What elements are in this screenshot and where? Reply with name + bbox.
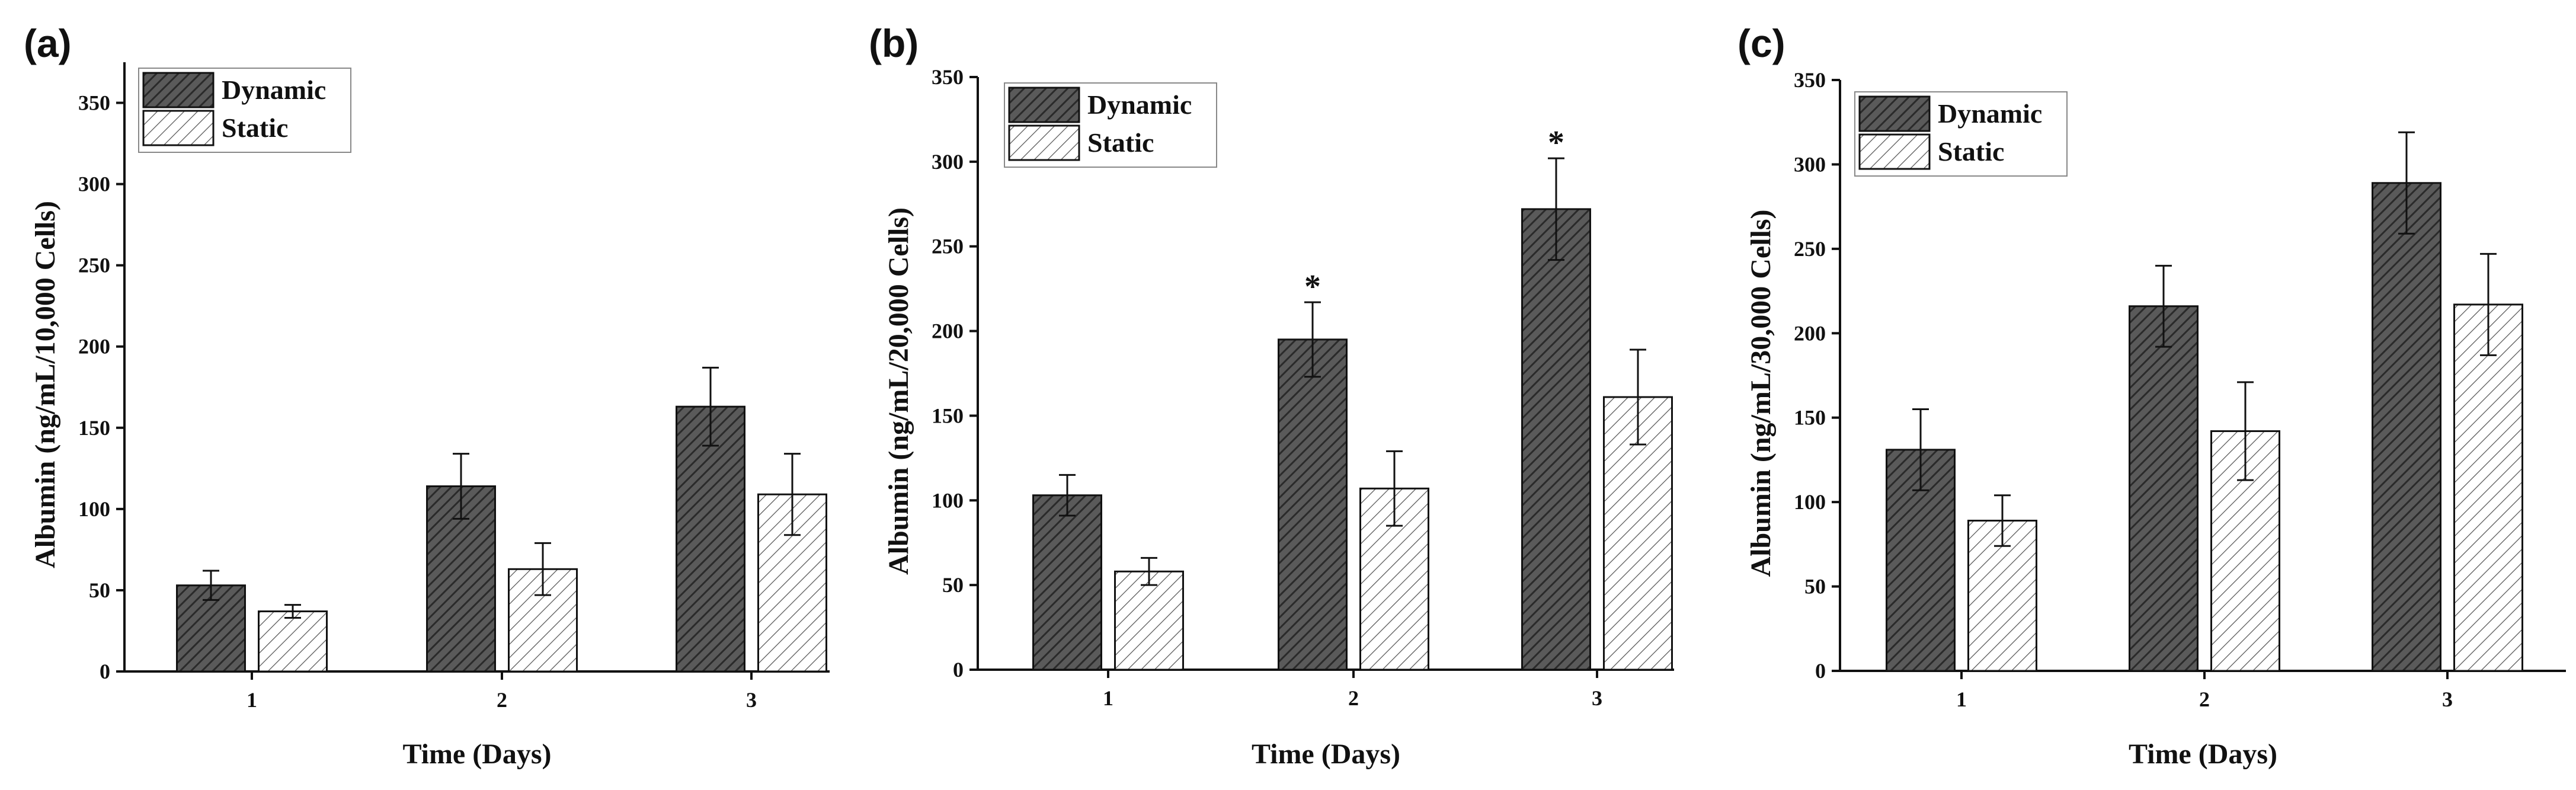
x-tick-label: 3 (2442, 687, 2453, 711)
error-bar-dynamic (2155, 264, 2172, 348)
y-tick-label: 100 (932, 488, 964, 512)
error-bar-dynamic (203, 570, 219, 601)
error-bar-static (284, 604, 301, 619)
x-tick-label: 1 (1103, 686, 1113, 710)
bar-static (2453, 303, 2523, 672)
error-bar-dynamic (1304, 301, 1321, 378)
bar-static (258, 610, 328, 673)
error-bar-dynamic (2398, 131, 2415, 235)
y-tick-label: 250 (78, 254, 110, 277)
error-bar-static (1630, 348, 1646, 446)
y-tick-label: 300 (1794, 152, 1826, 176)
legend: Dynamic Static (138, 68, 351, 153)
y-tick-label: 50 (942, 573, 964, 597)
legend-label-static: Static (1938, 136, 2004, 167)
legend-label-dynamic: Dynamic (1938, 98, 2042, 129)
y-tick-label: 250 (1794, 237, 1826, 261)
x-tick-label: 2 (2199, 687, 2210, 711)
legend-swatch-dynamic (1008, 87, 1080, 123)
legend: Dynamic Static (1004, 82, 1217, 168)
y-tick-label: 150 (78, 416, 110, 440)
legend-swatch-static (1858, 133, 1931, 170)
x-tick-label: 2 (1348, 686, 1359, 710)
bar-dynamic (2372, 182, 2441, 672)
legend: Dynamic Static (1854, 91, 2068, 177)
y-axis-title: Albumin (ng/mL/30,000 Cells) (1745, 209, 1777, 577)
bar-dynamic (2129, 305, 2199, 672)
legend-label-static: Static (1087, 127, 1154, 158)
y-tick-label: 150 (932, 404, 964, 427)
error-bar-static (1141, 556, 1157, 586)
chart-panel-1: (a) 0 50 100 150 200 250 300 350 1 2 3 Time (Days) Al… (24, 21, 830, 770)
error-bar-static (2480, 252, 2497, 356)
error-bar-static (1994, 494, 2011, 547)
legend-swatch-dynamic (142, 72, 215, 108)
panel-label: (b) (869, 21, 919, 65)
bar-dynamic (176, 584, 246, 673)
y-tick-label: 200 (78, 335, 110, 359)
bar-dynamic (1278, 338, 1348, 671)
error-bar-static (784, 453, 801, 536)
error-bar-dynamic (453, 453, 469, 520)
panel-label: (a) (24, 21, 72, 65)
y-tick-label: 0 (100, 660, 110, 683)
x-tick-label: 3 (1592, 686, 1602, 710)
y-tick-label: 200 (932, 319, 964, 343)
y-tick-label: 250 (932, 235, 964, 258)
chart-panel-3: (c) 0 50 100 150 200 250 300 350 1 2 3 Time (Days) Al… (1737, 21, 2566, 770)
bar-dynamic (1521, 208, 1591, 671)
bar-static (1114, 570, 1184, 671)
y-tick-label: 50 (89, 578, 110, 602)
legend-swatch-static (1008, 124, 1080, 161)
panel-label: (c) (1737, 21, 1785, 65)
x-axis-title: Time (Days) (402, 738, 551, 770)
y-tick-label: 100 (1794, 490, 1826, 514)
y-tick-label: 150 (1794, 406, 1826, 430)
error-bar-static (535, 542, 551, 596)
y-tick-label: 0 (953, 658, 964, 682)
y-tick-label: 50 (1804, 575, 1826, 599)
y-tick-label: 350 (932, 65, 964, 89)
error-bar-dynamic (1912, 408, 1929, 491)
bar-dynamic (1032, 494, 1102, 671)
y-tick-label: 350 (1794, 68, 1826, 92)
legend-swatch-static (142, 110, 215, 146)
bar-dynamic (676, 405, 745, 673)
x-tick-label: 1 (1956, 687, 1967, 711)
x-tick-label: 2 (497, 688, 507, 712)
legend-label-static: Static (222, 113, 288, 143)
y-axis-title: Albumin (ng/mL/10,000 Cells) (30, 201, 61, 568)
y-tick-label: 0 (1815, 659, 1826, 683)
error-bar-dynamic (1548, 157, 1564, 261)
x-tick-label: 3 (746, 688, 757, 712)
y-tick-label: 350 (78, 91, 110, 115)
y-tick-label: 300 (932, 150, 964, 174)
significance-marker: * (1304, 268, 1321, 305)
y-tick-label: 200 (1794, 321, 1826, 345)
legend-label-dynamic: Dynamic (1087, 89, 1192, 120)
legend-swatch-dynamic (1858, 95, 1931, 132)
error-bar-dynamic (1059, 474, 1076, 517)
chart-panel-2: (b) 0 50 100 150 200 250 300 350 1 2 3 Time (Days) Al… (869, 21, 1674, 770)
y-tick-label: 300 (78, 172, 110, 196)
legend-label-dynamic: Dynamic (222, 75, 326, 105)
x-axis-title: Time (Days) (2129, 738, 2277, 770)
x-tick-label: 1 (247, 688, 257, 712)
error-bar-static (2237, 381, 2254, 481)
y-tick-label: 100 (78, 497, 110, 521)
x-axis-title: Time (Days) (1252, 738, 1400, 770)
error-bar-dynamic (702, 366, 719, 447)
error-bar-static (1386, 450, 1403, 527)
significance-marker: * (1548, 124, 1564, 161)
y-axis-title: Albumin (ng/mL/20,000 Cells) (883, 207, 914, 575)
